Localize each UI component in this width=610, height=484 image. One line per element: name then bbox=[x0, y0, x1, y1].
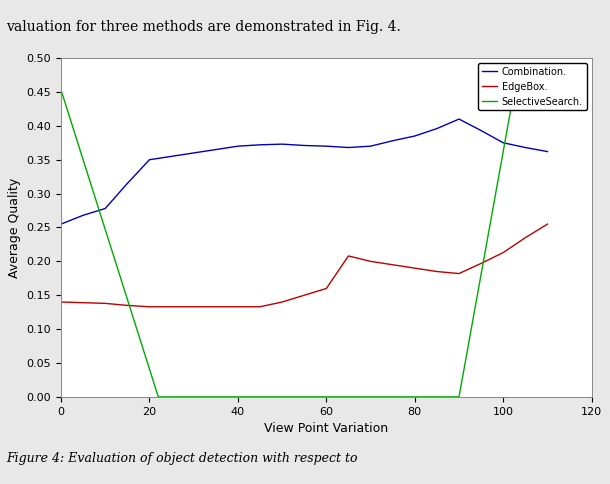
SelectiveSearch. bbox=[455, 394, 462, 400]
EdgeBox. bbox=[168, 304, 175, 310]
SelectiveSearch. bbox=[544, 103, 551, 108]
EdgeBox. bbox=[212, 304, 220, 310]
EdgeBox. bbox=[278, 299, 285, 305]
EdgeBox. bbox=[190, 304, 197, 310]
EdgeBox. bbox=[345, 253, 352, 259]
EdgeBox. bbox=[124, 302, 131, 308]
Combination. bbox=[234, 143, 242, 149]
Combination. bbox=[522, 145, 529, 151]
X-axis label: View Point Variation: View Point Variation bbox=[264, 422, 389, 435]
EdgeBox. bbox=[256, 304, 264, 310]
EdgeBox. bbox=[433, 269, 440, 274]
Combination. bbox=[79, 212, 87, 218]
SelectiveSearch. bbox=[508, 99, 515, 105]
Text: valuation for three methods are demonstrated in Fig. 4.: valuation for three methods are demonstr… bbox=[6, 20, 401, 34]
EdgeBox. bbox=[234, 304, 242, 310]
Combination. bbox=[101, 206, 109, 212]
Combination. bbox=[433, 126, 440, 132]
Combination. bbox=[478, 128, 485, 134]
SelectiveSearch. bbox=[57, 87, 65, 93]
Combination. bbox=[455, 116, 462, 122]
Line: Combination.: Combination. bbox=[61, 119, 547, 224]
Combination. bbox=[411, 133, 418, 139]
EdgeBox. bbox=[544, 221, 551, 227]
EdgeBox. bbox=[323, 286, 330, 291]
EdgeBox. bbox=[301, 292, 308, 298]
EdgeBox. bbox=[367, 258, 374, 264]
Y-axis label: Average Quality: Average Quality bbox=[8, 177, 21, 278]
Combination. bbox=[168, 153, 175, 159]
Combination. bbox=[367, 143, 374, 149]
Combination. bbox=[256, 142, 264, 148]
EdgeBox. bbox=[146, 304, 153, 310]
Line: EdgeBox.: EdgeBox. bbox=[61, 224, 547, 307]
Combination. bbox=[301, 143, 308, 149]
Combination. bbox=[345, 145, 352, 151]
Combination. bbox=[124, 181, 131, 186]
EdgeBox. bbox=[389, 262, 396, 268]
EdgeBox. bbox=[522, 235, 529, 241]
EdgeBox. bbox=[455, 271, 462, 276]
Combination. bbox=[146, 157, 153, 163]
Line: SelectiveSearch.: SelectiveSearch. bbox=[61, 90, 547, 397]
Combination. bbox=[190, 150, 197, 156]
EdgeBox. bbox=[411, 265, 418, 271]
Combination. bbox=[278, 141, 285, 147]
Combination. bbox=[500, 140, 507, 146]
EdgeBox. bbox=[57, 299, 65, 305]
EdgeBox. bbox=[101, 301, 109, 306]
Combination. bbox=[212, 147, 220, 152]
Combination. bbox=[57, 221, 65, 227]
Combination. bbox=[544, 149, 551, 154]
Combination. bbox=[389, 138, 396, 144]
EdgeBox. bbox=[500, 250, 507, 256]
SelectiveSearch. bbox=[154, 394, 162, 400]
Text: Figure 4: Evaluation of object detection with respect to: Figure 4: Evaluation of object detection… bbox=[6, 452, 357, 465]
Legend: Combination., EdgeBox., SelectiveSearch.: Combination., EdgeBox., SelectiveSearch. bbox=[478, 63, 587, 110]
EdgeBox. bbox=[478, 260, 485, 266]
Combination. bbox=[323, 143, 330, 149]
EdgeBox. bbox=[79, 300, 87, 305]
